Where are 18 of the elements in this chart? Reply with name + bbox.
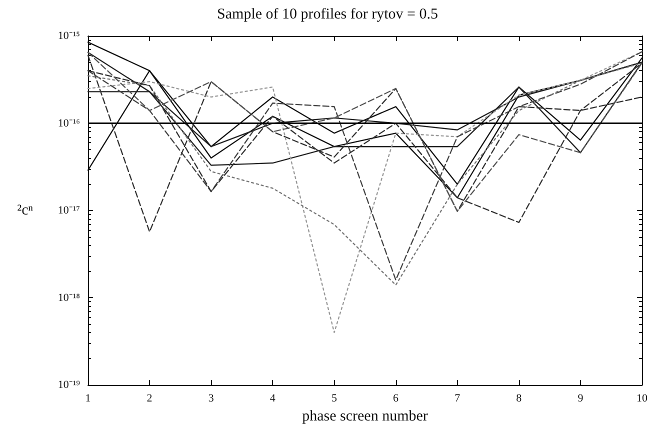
- x-tick-label: 3: [208, 392, 214, 404]
- y-tick-label: 10⁻¹⁷: [58, 204, 80, 216]
- y-axis-title: ²cⁿ: [17, 202, 34, 218]
- x-tick-label: 9: [578, 392, 584, 404]
- y-tick-label: 10⁻¹⁸: [58, 292, 80, 304]
- chart-title: Sample of 10 profiles for rytov = 0.5: [217, 6, 438, 22]
- x-tick-label: 2: [146, 392, 152, 404]
- y-tick-label: 10⁻¹⁵: [58, 30, 80, 42]
- x-tick-label: 1: [85, 392, 91, 404]
- x-tick-label: 8: [516, 392, 522, 404]
- x-tick-label: 10: [636, 392, 648, 404]
- x-tick-label: 4: [270, 392, 276, 404]
- y-tick-label: 10⁻¹⁶: [58, 117, 80, 130]
- x-tick-label: 6: [393, 392, 400, 404]
- x-tick-label: 7: [454, 392, 461, 404]
- y-tick-label: 10⁻¹⁹: [58, 379, 80, 391]
- x-axis-title: phase screen number: [302, 408, 428, 424]
- x-tick-label: 5: [331, 392, 338, 404]
